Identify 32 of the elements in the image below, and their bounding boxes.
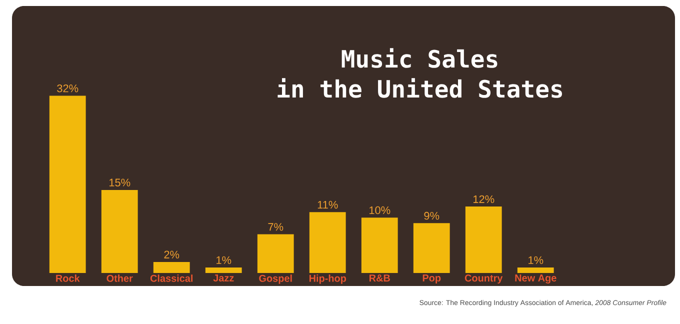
bar	[257, 234, 294, 274]
bar	[153, 262, 190, 274]
bar	[309, 212, 346, 274]
bar	[49, 96, 86, 274]
x-tick-label: Country	[464, 274, 503, 284]
bar	[361, 218, 398, 274]
x-tick-label: Pop	[422, 274, 441, 284]
bar	[101, 190, 138, 274]
data-label: 2%	[164, 250, 180, 258]
data-label: 15%	[109, 178, 130, 186]
x-tick-label: Other	[106, 274, 133, 282]
x-tick-label: Gospel	[259, 274, 292, 284]
bar	[413, 223, 450, 274]
data-label: 7%	[268, 223, 284, 231]
data-label: 10%	[369, 206, 390, 214]
x-tick-label: New Age	[515, 274, 556, 284]
chart-subtitle: in the United States	[278, 78, 562, 98]
x-tick-label: R&B	[369, 274, 390, 282]
data-label: 9%	[424, 212, 440, 220]
x-tick-label: Hip-hop	[309, 274, 346, 284]
data-label: 11%	[318, 200, 338, 209]
x-tick-label: Jazz	[213, 274, 234, 282]
chart-title: Music Sales	[342, 48, 498, 68]
bar	[205, 267, 242, 274]
data-label: 1%	[216, 256, 232, 264]
x-tick-label: Classical	[150, 274, 192, 282]
data-label: 12%	[473, 195, 494, 204]
bar	[465, 206, 502, 274]
x-tick-label: Rock	[56, 274, 80, 282]
data-label: 32%	[57, 84, 78, 92]
bar	[517, 267, 554, 274]
data-label: 1%	[528, 256, 544, 264]
